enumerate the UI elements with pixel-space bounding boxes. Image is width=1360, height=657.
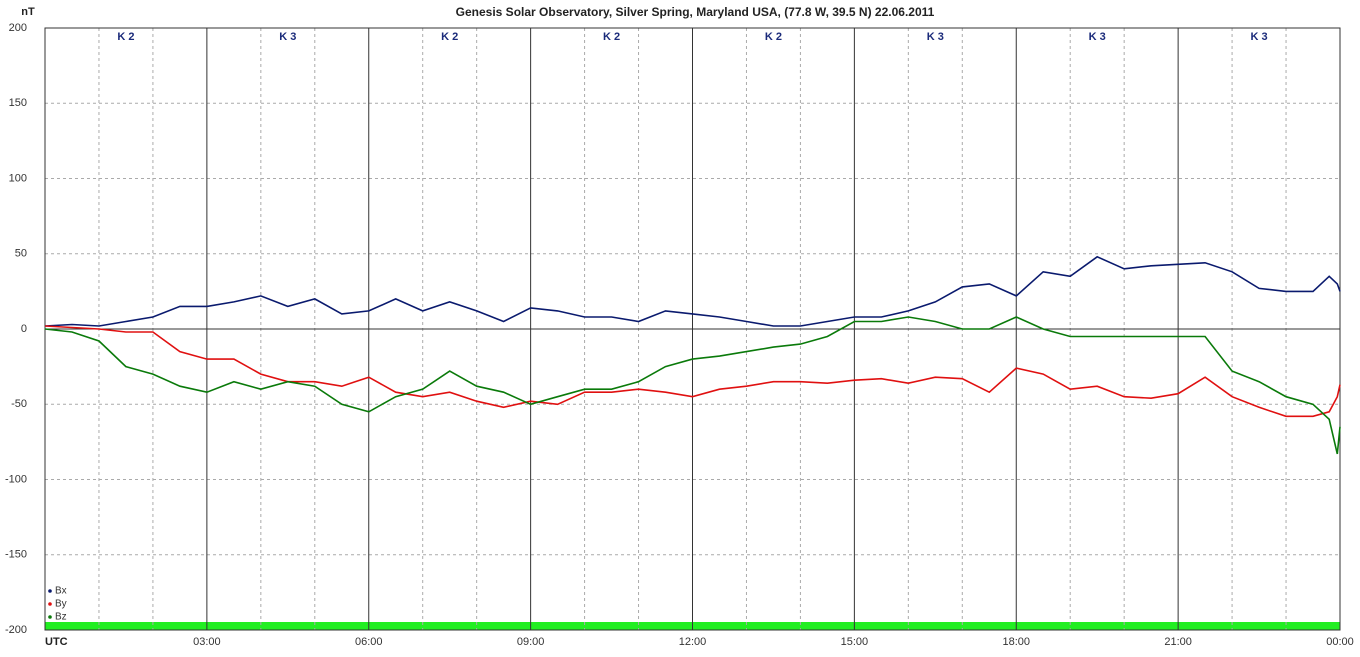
series-line <box>44 325 1341 418</box>
x-tick-label: 06:00 <box>355 636 383 648</box>
k-index-label: K 2 <box>441 31 458 43</box>
x-tick-label: 03:00 <box>193 636 221 648</box>
y-tick-label: -100 <box>5 473 27 485</box>
x-tick-label: 12:00 <box>679 636 707 648</box>
k-index-label: K 3 <box>1089 31 1106 43</box>
x-tick-label: 21:00 <box>1164 636 1192 648</box>
legend-label: Bz <box>55 612 67 623</box>
y-tick-label: -150 <box>5 549 27 561</box>
y-tick-label: 100 <box>9 172 27 184</box>
chart-title: Genesis Solar Observatory, Silver Spring… <box>456 5 935 19</box>
k-index-label: K 3 <box>927 31 944 43</box>
k-index-label: K 2 <box>117 31 134 43</box>
series-line <box>44 255 1341 327</box>
y-tick-label: 50 <box>15 248 27 260</box>
legend-marker <box>48 615 52 619</box>
series-line <box>44 316 1341 455</box>
legend-label: By <box>55 599 67 610</box>
y-tick-label: 200 <box>9 22 27 34</box>
k-index-label: K 3 <box>1251 31 1268 43</box>
k-index-label: K 2 <box>603 31 620 43</box>
x-tick-label bold: UTC <box>45 636 68 648</box>
legend-marker <box>48 589 52 593</box>
k-index-label: K 3 <box>279 31 296 43</box>
y-tick-label: -50 <box>11 398 27 410</box>
y-tick-label: -200 <box>5 624 27 636</box>
legend-label: Bx <box>55 586 67 597</box>
x-tick-label: 09:00 <box>517 636 545 648</box>
x-tick-label: 15:00 <box>841 636 869 648</box>
y-tick-label: 0 <box>21 323 27 335</box>
x-tick-label: 18:00 <box>1002 636 1030 648</box>
y-axis-label: nT <box>21 6 35 18</box>
x-tick-label: 00:00 <box>1326 636 1354 648</box>
y-tick-label: 150 <box>9 97 27 109</box>
k-index-label: K 2 <box>765 31 782 43</box>
legend-marker <box>48 602 52 606</box>
